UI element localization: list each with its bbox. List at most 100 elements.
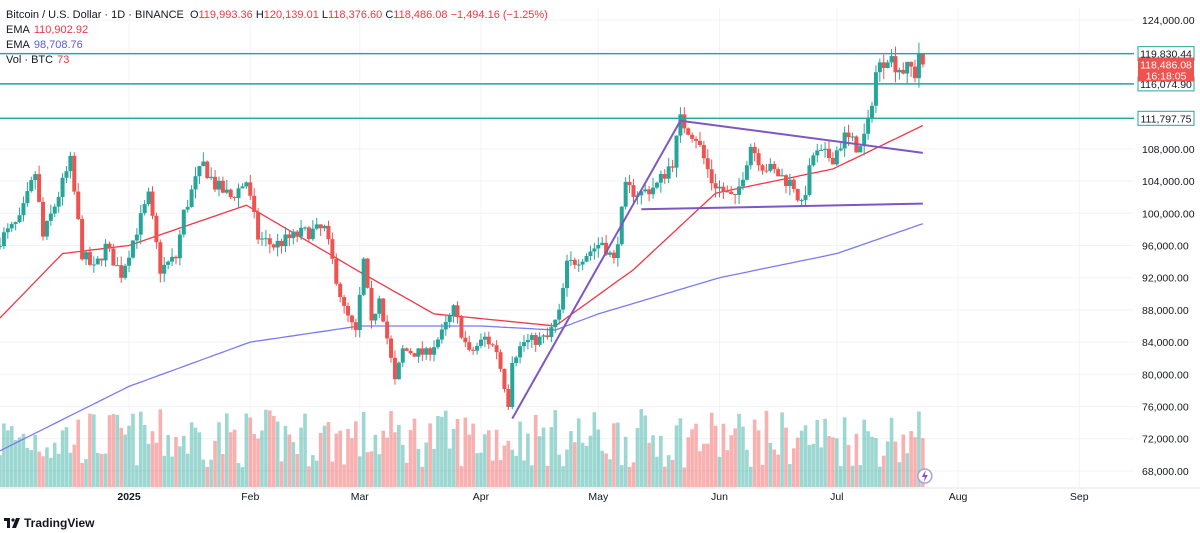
candle-body bbox=[819, 150, 824, 152]
candle-body bbox=[170, 256, 175, 262]
volume-bar bbox=[260, 430, 264, 487]
volume-bar bbox=[271, 415, 276, 487]
volume-bar bbox=[909, 431, 913, 487]
open-value: 119,993.36 bbox=[198, 9, 253, 21]
candle-body bbox=[267, 238, 272, 245]
candle-body bbox=[694, 138, 699, 141]
symbol-title[interactable]: Bitcoin / U.S. Dollar · 1D · BINANCE bbox=[6, 9, 184, 21]
volume-bar bbox=[815, 419, 820, 487]
candle-body bbox=[572, 259, 577, 265]
volume-bar bbox=[674, 425, 679, 487]
candle-body bbox=[654, 182, 659, 188]
volume-bar bbox=[326, 422, 331, 487]
candle-body bbox=[697, 140, 702, 146]
volume-bar bbox=[838, 466, 843, 487]
volume-bar bbox=[248, 417, 253, 487]
candle-body bbox=[627, 181, 632, 186]
candle-body bbox=[377, 298, 382, 314]
candle-body bbox=[256, 211, 261, 240]
volume-bar bbox=[138, 411, 143, 487]
candle-body bbox=[870, 105, 875, 118]
candle-body bbox=[881, 62, 886, 68]
volume-bar bbox=[885, 441, 890, 487]
candle-body bbox=[385, 321, 390, 339]
volume-bar bbox=[451, 428, 456, 487]
time-tick-label: Mar bbox=[351, 491, 370, 503]
candle-body bbox=[346, 305, 351, 316]
volume-bar bbox=[772, 449, 777, 487]
candle-body bbox=[596, 245, 601, 249]
volume-bar bbox=[878, 466, 882, 487]
candle-body bbox=[475, 345, 480, 351]
volume-bar bbox=[760, 464, 765, 487]
price-tick-label: 96,000.00 bbox=[1142, 240, 1189, 252]
countdown-label: 16:18:05 bbox=[1146, 70, 1187, 82]
volume-bar bbox=[733, 428, 737, 487]
candle-body bbox=[584, 256, 589, 262]
volume-bar bbox=[823, 418, 827, 487]
volume-bar bbox=[678, 418, 683, 487]
volume-bar bbox=[330, 461, 335, 487]
ema-slow-row[interactable]: EMA 98,708.76 bbox=[6, 38, 548, 53]
volume-bar bbox=[400, 444, 405, 487]
candle-body bbox=[670, 166, 675, 168]
candle-body bbox=[408, 350, 413, 354]
volume-bar bbox=[193, 427, 198, 487]
candle-body bbox=[392, 357, 397, 380]
tradingview-brand[interactable]: TradingView bbox=[4, 516, 94, 530]
volume-bar bbox=[80, 462, 84, 487]
candle-body bbox=[549, 327, 554, 338]
volume-bar bbox=[428, 423, 432, 487]
time-tick-label: Feb bbox=[241, 491, 259, 503]
volume-bar bbox=[115, 414, 120, 487]
candle-body bbox=[209, 176, 214, 179]
candle-body bbox=[764, 170, 769, 172]
candle-body bbox=[826, 148, 831, 158]
candle-body bbox=[459, 316, 464, 338]
volume-bar bbox=[627, 466, 632, 487]
volume-bar bbox=[670, 459, 675, 487]
candle-body bbox=[252, 195, 257, 212]
price-tick-label: 68,000.00 bbox=[1142, 466, 1189, 478]
volume-bar bbox=[881, 455, 886, 487]
candle-body bbox=[224, 189, 229, 193]
ema-fast-line bbox=[0, 124, 924, 327]
volume-bar bbox=[103, 453, 108, 487]
ema-fast-row[interactable]: EMA 110,902.92 bbox=[6, 23, 548, 38]
chart-legend: Bitcoin / U.S. Dollar · 1D · BINANCE O11… bbox=[6, 8, 548, 68]
volume-bar bbox=[9, 426, 14, 487]
volume-bar bbox=[228, 432, 233, 487]
candle-body bbox=[850, 136, 855, 138]
level-price-label: 111,797.75 bbox=[1141, 113, 1192, 125]
candle-body bbox=[729, 191, 734, 195]
volume-bar bbox=[530, 465, 534, 487]
volume-bar bbox=[68, 452, 73, 487]
volume-bar bbox=[111, 414, 116, 487]
volume-bar bbox=[580, 442, 585, 487]
candle-body bbox=[647, 189, 652, 195]
volume-bar bbox=[893, 441, 898, 487]
candle-body bbox=[216, 180, 221, 190]
volume-bar bbox=[166, 434, 170, 487]
volume-bar bbox=[201, 459, 206, 487]
candle-body bbox=[138, 213, 143, 235]
candle-body bbox=[72, 155, 77, 192]
volume-bar bbox=[819, 447, 823, 487]
candle-body bbox=[25, 191, 30, 204]
volume-bar bbox=[76, 419, 81, 487]
candle-body bbox=[326, 225, 331, 240]
candle-body bbox=[310, 228, 315, 240]
candle-body bbox=[0, 246, 2, 248]
candle-body bbox=[748, 146, 753, 166]
candle-body bbox=[529, 335, 534, 340]
volume-bar bbox=[217, 422, 221, 487]
candle-body bbox=[13, 222, 18, 224]
volume-bar bbox=[354, 421, 358, 487]
volume-bar bbox=[463, 417, 468, 487]
candle-body bbox=[823, 148, 828, 151]
volume-row[interactable]: Vol · BTC 73 bbox=[6, 53, 548, 68]
volume-bar bbox=[557, 454, 561, 487]
candle-body bbox=[9, 223, 14, 229]
candle-body bbox=[498, 352, 503, 369]
